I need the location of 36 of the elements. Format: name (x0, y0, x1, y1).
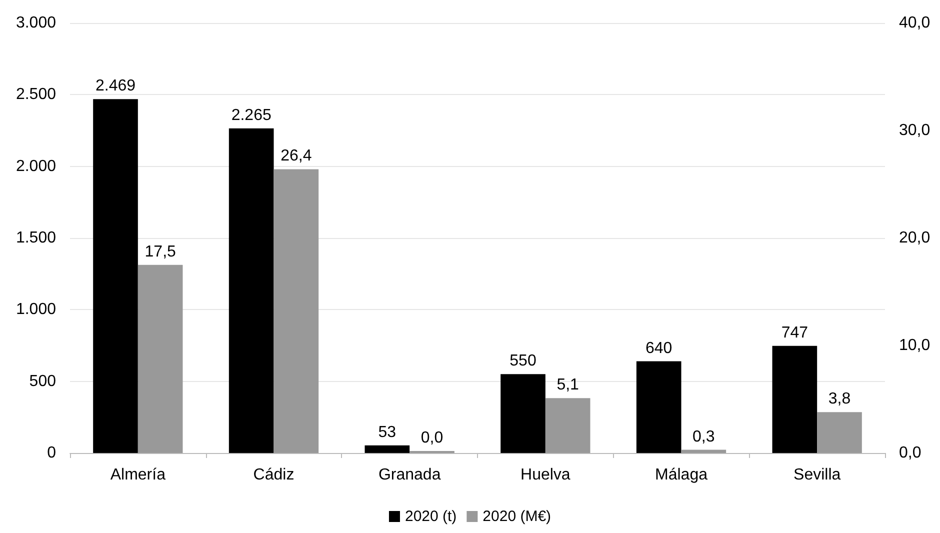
bar (364, 445, 410, 453)
data-label: 5,1 (556, 376, 580, 394)
y2-tick-label: 20,0 (899, 230, 930, 246)
data-label: 3,8 (828, 390, 851, 408)
data-label: 2.469 (95, 78, 136, 95)
y-tick-label: 2.500 (16, 86, 56, 104)
data-label: 2.265 (231, 106, 272, 124)
x-tick-label: Sevilla (794, 466, 841, 484)
y-tick-label: 2.000 (16, 158, 56, 175)
data-label: 747 (781, 324, 808, 342)
legend-label: 2020 (t) (404, 508, 457, 525)
y2-tick-label: 10,0 (899, 337, 930, 354)
y-tick-label: 500 (29, 372, 56, 390)
y2-tick-label: 30,0 (899, 122, 930, 139)
bar (772, 346, 818, 453)
y2-tick-label: 0,0 (899, 444, 922, 462)
y-tick-label: 0 (47, 444, 56, 462)
y-tick-label: 1.500 (16, 230, 56, 246)
data-label: 53 (378, 424, 396, 441)
y2-tick-label: 40,0 (899, 14, 930, 32)
data-label: 0,0 (420, 430, 444, 446)
data-label: 640 (645, 340, 672, 357)
y-tick-label: 1.000 (16, 301, 56, 318)
bar (681, 450, 726, 453)
legend-label: 2020 (M€) (482, 508, 552, 525)
data-label: 26,4 (280, 148, 312, 165)
y-tick-label: 3.000 (16, 14, 56, 32)
x-tick-label: Almería (110, 466, 166, 484)
data-label: 0,3 (692, 428, 715, 446)
x-tick-label: Cádiz (253, 466, 294, 484)
data-label: 550 (510, 352, 536, 370)
x-tick-label: Huelva (520, 466, 570, 484)
data-label: 17,5 (144, 243, 176, 260)
x-tick-label: Málaga (655, 466, 708, 484)
bar (636, 361, 682, 453)
x-tick-label: Granada (378, 466, 441, 484)
